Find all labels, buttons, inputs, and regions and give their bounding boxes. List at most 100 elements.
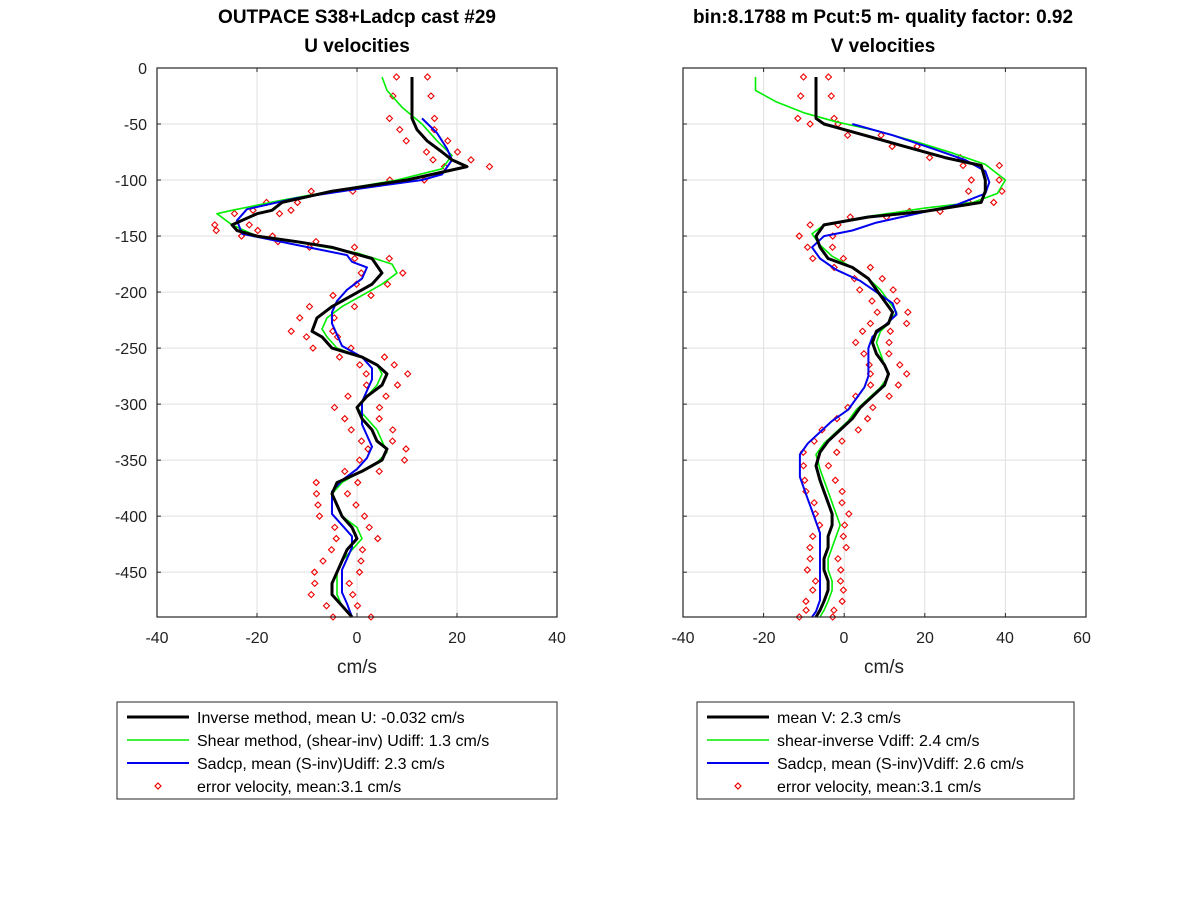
v-error-marker	[886, 327, 895, 336]
u-error-marker	[355, 361, 364, 369]
u-error-marker	[355, 456, 364, 464]
u-error-marker	[375, 403, 384, 412]
v-legend-marker-error	[734, 782, 742, 790]
v-error-marker	[995, 176, 1003, 184]
u-error-marker	[353, 478, 362, 487]
u-ytick-label: -200	[115, 285, 147, 302]
u-legend: Inverse method, mean U: -0.032 cm/s Shea…	[116, 701, 558, 800]
v-xtick-label: 60	[1073, 630, 1091, 647]
u-error-marker	[309, 344, 317, 352]
v-x-axis-label: cm/s	[864, 657, 904, 678]
u-error-marker	[330, 403, 339, 412]
v-legend-label-shear: shear-inverse Vdiff: 2.4 cm/s	[777, 733, 979, 750]
v-error-marker	[858, 327, 867, 336]
u-ytick-label: -100	[115, 173, 147, 190]
u-error-marker	[307, 590, 316, 599]
u-y-tick-labels: 0 -50 -100 -150 -200 -250 -300 -350 -400…	[115, 61, 147, 582]
u-error-marker	[355, 568, 364, 576]
u-error-marker	[388, 437, 397, 445]
v-error-marker	[806, 543, 814, 552]
v-plot-area	[754, 73, 1007, 621]
v-error-marker	[806, 221, 814, 229]
u-plot-area	[210, 73, 494, 621]
u-error-marker	[210, 221, 219, 229]
v-xtick-label: 0	[840, 630, 849, 647]
u-error-marker	[310, 579, 319, 588]
u-error-marker	[390, 361, 399, 369]
v-error-marker	[854, 426, 863, 434]
u-legend-label-inverse: Inverse method, mean U: -0.032 cm/s	[197, 710, 465, 727]
v-error-marker	[868, 297, 876, 305]
u-error-marker	[402, 137, 411, 145]
u-error-marker	[333, 333, 342, 341]
u-error-marker	[332, 534, 341, 543]
v-error-marker	[902, 370, 911, 378]
u-error-marker	[443, 137, 452, 145]
u-error-marker	[360, 512, 369, 520]
v-error-marker	[796, 92, 805, 100]
v-error-marker	[964, 187, 973, 196]
v-error-marker	[836, 566, 845, 574]
v-error-marker	[828, 613, 837, 621]
u-error-marker	[398, 269, 407, 277]
v-chart-title: bin:8.1788 m Pcut:5 m- quality factor: 0…	[693, 7, 1073, 28]
u-error-marker	[312, 489, 321, 498]
v-error-marker	[831, 476, 840, 485]
u-error-marker	[467, 156, 475, 164]
u-x-tick-labels: -40 -20 0 20 40	[145, 630, 566, 647]
u-error-marker	[357, 557, 365, 565]
u-ytick-label: -50	[124, 117, 147, 134]
u-error-marker	[429, 156, 437, 164]
v-inverse-line	[814, 77, 987, 618]
u-error-marker	[382, 392, 390, 401]
u-error-marker	[357, 437, 366, 445]
v-legend: mean V: 2.3 cm/s shear-inverse Vdiff: 2.…	[696, 701, 1075, 800]
v-error-marker	[830, 606, 838, 615]
v-chart-subtitle: V velocities	[831, 36, 936, 57]
u-error-marker	[383, 280, 392, 289]
u-error-marker	[485, 162, 494, 171]
u-error-marker	[245, 221, 254, 229]
v-xtick-label: 40	[996, 630, 1014, 647]
v-legend-label-sadcp: Sadcp, mean (S-inv)Vdiff: 2.6 cm/s	[777, 756, 1024, 773]
u-error-marker	[357, 269, 366, 277]
v-error-marker	[843, 131, 852, 140]
v-error-marker	[808, 532, 817, 541]
v-xtick-label: -40	[671, 630, 694, 647]
u-error-marker	[340, 414, 349, 423]
u-legend-label-shear: Shear method, (shear-inv) Udiff: 1.3 cm/…	[197, 733, 489, 750]
u-error-marker	[329, 613, 337, 621]
u-error-marker	[287, 327, 296, 336]
u-chart-title: OUTPACE S38+Ladcp cast #29	[218, 7, 496, 28]
u-ytick-label: -300	[115, 397, 147, 414]
u-error-marker	[230, 209, 239, 218]
v-xtick-label: 20	[916, 630, 934, 647]
v-error-marker	[840, 521, 849, 529]
v-error-marker	[810, 498, 818, 507]
v-error-marker	[873, 308, 882, 317]
u-error-marker	[352, 501, 360, 509]
u-error-marker	[253, 226, 262, 235]
v-error-marker	[885, 392, 893, 401]
u-error-marker	[350, 254, 359, 263]
v-error-marker	[877, 131, 885, 140]
u-ytick-label: 0	[138, 61, 147, 78]
u-error-marker	[350, 243, 359, 252]
u-ytick-label: -250	[115, 341, 147, 358]
u-legend-label-sadcp: Sadcp, mean (S-inv)Udiff: 2.3 cm/s	[197, 756, 445, 773]
u-error-marker	[343, 489, 352, 498]
u-error-marker	[287, 206, 295, 215]
u-xtick-label: -40	[145, 630, 168, 647]
v-error-marker	[839, 586, 848, 594]
v-error-marker	[842, 543, 850, 552]
u-error-marker	[340, 467, 349, 476]
u-error-marker	[350, 302, 359, 311]
v-error-marker	[855, 286, 864, 294]
u-inverse-line	[230, 77, 469, 618]
v-error-marker	[799, 461, 808, 470]
u-error-marker	[395, 125, 404, 134]
u-error-marker	[312, 478, 321, 487]
u-error-marker	[293, 198, 302, 207]
v-legend-label-mean: mean V: 2.3 cm/s	[777, 710, 901, 727]
